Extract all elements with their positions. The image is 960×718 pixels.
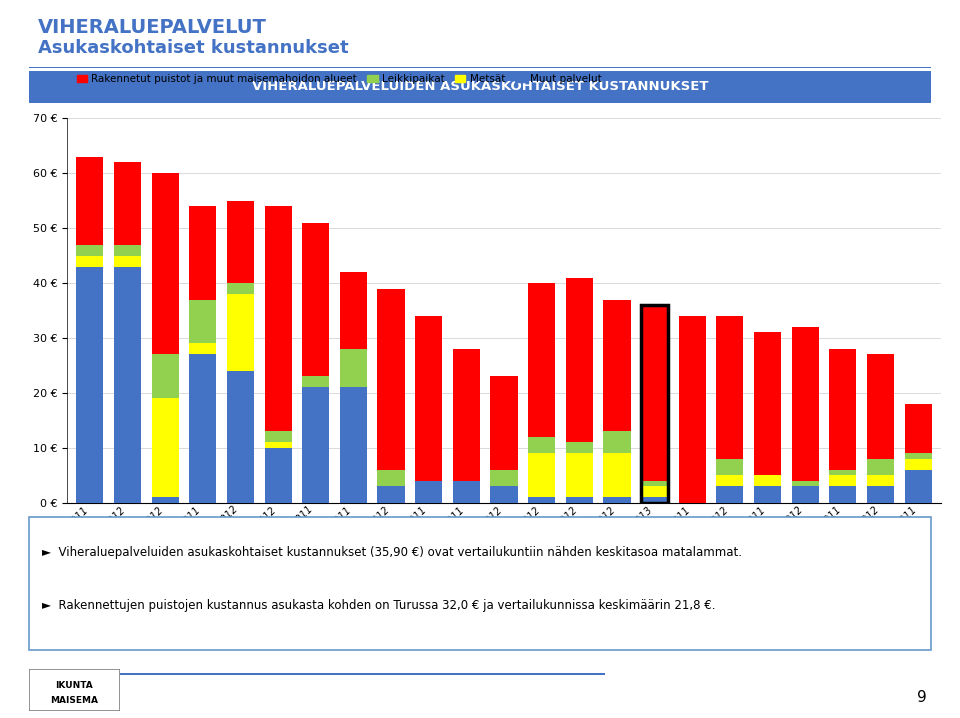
Bar <box>302 223 329 376</box>
Bar <box>340 272 367 349</box>
Text: VIHERALUEPALVELUT: VIHERALUEPALVELUT <box>38 18 267 37</box>
Bar <box>265 442 292 448</box>
Bar <box>604 453 631 497</box>
Text: IKUNTA: IKUNTA <box>56 681 93 689</box>
Bar <box>867 475 894 486</box>
Text: 9: 9 <box>917 690 926 705</box>
Bar <box>904 470 932 503</box>
Bar <box>528 453 555 497</box>
Bar <box>565 497 593 503</box>
Bar <box>453 349 480 480</box>
Bar <box>867 355 894 459</box>
Bar <box>152 398 179 497</box>
Bar <box>867 486 894 503</box>
Bar <box>829 486 856 503</box>
Bar <box>377 486 404 503</box>
Bar <box>528 437 555 453</box>
Bar <box>377 289 404 470</box>
Bar <box>491 486 517 503</box>
Bar <box>302 376 329 388</box>
Bar <box>491 470 517 486</box>
Bar <box>114 266 141 503</box>
Bar <box>76 256 104 266</box>
Legend: Rakennetut puistot ja muut maisemahoidon alueet, Leikkipaikat, Metsät, Muut palv: Rakennetut puistot ja muut maisemahoidon… <box>72 70 606 88</box>
Bar <box>491 376 517 470</box>
Bar <box>716 316 743 459</box>
Bar <box>716 486 743 503</box>
Bar <box>415 480 443 503</box>
Bar <box>76 245 104 256</box>
Bar <box>716 475 743 486</box>
Bar <box>340 349 367 388</box>
Bar <box>904 459 932 470</box>
Bar <box>641 497 668 503</box>
Bar <box>302 388 329 503</box>
Bar <box>565 453 593 497</box>
Bar <box>265 432 292 442</box>
Bar <box>453 480 480 503</box>
Bar <box>565 278 593 442</box>
Bar <box>829 470 856 475</box>
Text: VIHERALUEPALVELUIDEN ASUKASKOHTAISET KUSTANNUKSET: VIHERALUEPALVELUIDEN ASUKASKOHTAISET KUS… <box>252 80 708 93</box>
Bar <box>604 497 631 503</box>
Bar <box>792 486 819 503</box>
Text: Asukaskohtaiset kustannukset: Asukaskohtaiset kustannukset <box>38 39 349 57</box>
Bar <box>904 404 932 453</box>
Text: ►  Viheraluepalveluiden asukaskohtaiset kustannukset (35,90 €) ovat vertailukunt: ► Viheraluepalveluiden asukaskohtaiset k… <box>42 546 742 559</box>
Bar <box>189 343 216 355</box>
Bar <box>152 497 179 503</box>
Bar <box>340 388 367 503</box>
Bar <box>604 299 631 432</box>
Bar <box>754 332 781 475</box>
Bar <box>227 294 254 371</box>
Bar <box>528 283 555 437</box>
Bar <box>716 459 743 475</box>
Text: ►  Rakennettujen puistojen kustannus asukasta kohden on Turussa 32,0 € ja vertai: ► Rakennettujen puistojen kustannus asuk… <box>42 600 716 612</box>
Bar <box>227 283 254 294</box>
Bar <box>792 327 819 480</box>
Bar <box>754 486 781 503</box>
Bar <box>641 305 668 503</box>
Bar <box>604 432 631 453</box>
Bar <box>641 486 668 497</box>
Bar <box>152 355 179 398</box>
Bar <box>528 497 555 503</box>
Bar <box>641 305 668 480</box>
Bar <box>377 470 404 486</box>
Bar <box>565 442 593 453</box>
Bar <box>152 173 179 355</box>
Bar <box>227 371 254 503</box>
Bar <box>76 266 104 503</box>
Bar <box>189 206 216 299</box>
Bar <box>904 453 932 459</box>
Bar <box>415 316 443 480</box>
Bar <box>114 245 141 256</box>
Bar <box>114 256 141 266</box>
Bar <box>867 459 894 475</box>
Bar <box>754 475 781 486</box>
Bar <box>829 349 856 470</box>
Bar <box>265 448 292 503</box>
Bar <box>265 206 292 432</box>
Bar <box>792 480 819 486</box>
Bar <box>679 316 706 503</box>
Bar <box>829 475 856 486</box>
Bar <box>114 162 141 245</box>
Bar <box>76 157 104 245</box>
Bar <box>641 480 668 486</box>
Text: MAISEMA: MAISEMA <box>51 696 99 705</box>
Bar <box>189 299 216 343</box>
Bar <box>189 355 216 503</box>
Bar <box>227 201 254 283</box>
